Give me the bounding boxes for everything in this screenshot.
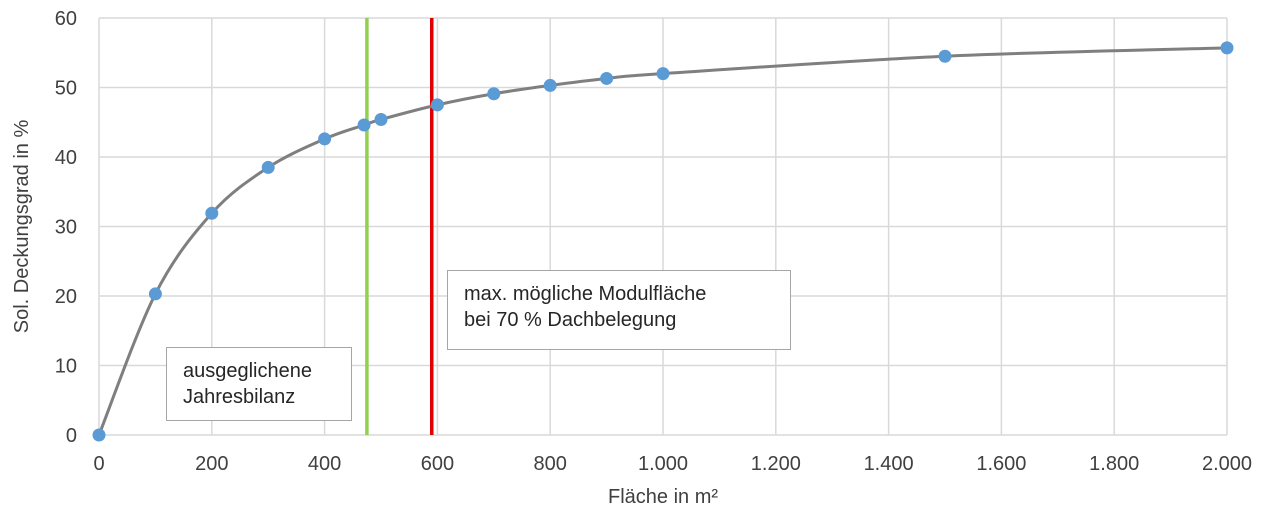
reference-lines	[365, 18, 434, 435]
x-tick-label: 1.600	[976, 453, 1026, 475]
data-series	[92, 41, 1234, 442]
data-point	[148, 287, 162, 301]
x-tick-label: 1.200	[751, 453, 801, 475]
x-tick-label: 1.000	[638, 453, 688, 475]
x-tick-label: 0	[93, 453, 104, 475]
y-tick-label: 10	[55, 356, 77, 378]
data-point	[374, 112, 388, 126]
y-tick-label: 60	[55, 8, 77, 30]
x-tick-label: 800	[534, 453, 567, 475]
y-tick-label: 50	[55, 78, 77, 100]
x-tick-label: 400	[308, 453, 341, 475]
data-point	[487, 87, 501, 101]
data-point	[1220, 41, 1234, 55]
data-point	[938, 49, 952, 63]
y-tick-label: 0	[66, 425, 77, 447]
annotation-balance-line-1: ausgeglichene	[183, 360, 312, 382]
y-axis-ticks: 0 10 20 30 40 50 60	[55, 8, 77, 447]
annotation-max-area-line-2: bei 70 % Dachbelegung	[464, 309, 677, 331]
data-point	[430, 98, 444, 112]
y-tick-label: 20	[55, 286, 77, 308]
annotation-max-area: max. mögliche Modulfläche bei 70 % Dachb…	[447, 270, 791, 350]
data-point	[318, 132, 332, 146]
x-tick-label: 200	[195, 453, 228, 475]
x-axis-label: Fläche in m²	[608, 486, 718, 508]
data-point	[600, 71, 614, 85]
y-tick-label: 40	[55, 147, 77, 169]
data-point	[92, 428, 106, 442]
y-axis-label: Sol. Deckungsgrad in %	[11, 120, 33, 334]
data-point	[656, 67, 670, 81]
x-tick-label: 600	[421, 453, 454, 475]
annotation-balance-line-2: Jahresbilanz	[183, 386, 296, 408]
data-point	[543, 78, 557, 92]
y-tick-label: 30	[55, 217, 77, 239]
data-point	[205, 206, 219, 220]
data-point	[357, 118, 371, 132]
annotation-max-area-line-1: max. mögliche Modulfläche	[464, 283, 707, 305]
data-point	[261, 160, 275, 174]
x-tick-label: 1.800	[1089, 453, 1139, 475]
x-axis-ticks: 0 200 400 600 800 1.000 1.200 1.400 1.600 1.800 2.…	[93, 453, 1252, 475]
x-tick-label: 1.400	[864, 453, 914, 475]
annotation-balance: ausgeglichene Jahresbilanz	[166, 347, 352, 421]
x-tick-label: 2.000	[1202, 453, 1252, 475]
